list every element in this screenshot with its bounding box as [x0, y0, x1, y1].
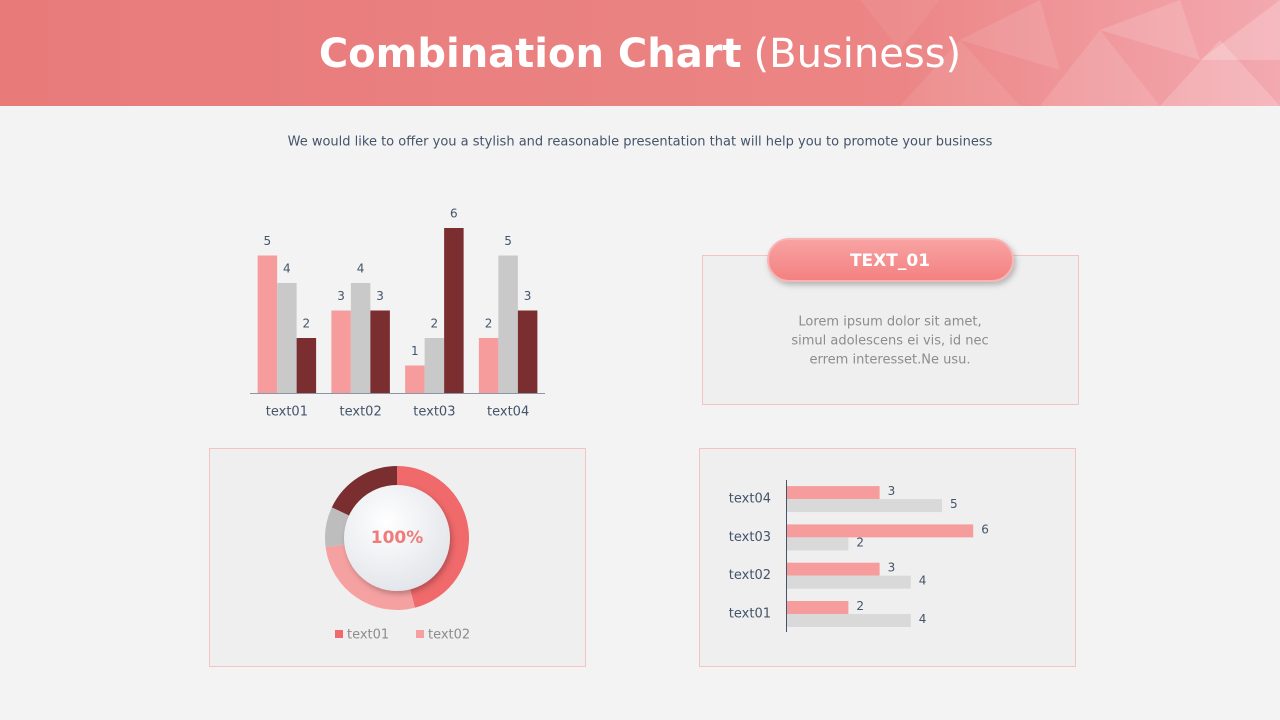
text-box-line: errem interesset.Ne usu.: [810, 353, 971, 368]
bar: [786, 524, 974, 538]
data-label: 3: [337, 289, 345, 303]
data-label: 2: [431, 317, 439, 331]
x-tick-label: text04: [487, 405, 529, 420]
donut-segment: [325, 544, 415, 610]
barh-panel: [699, 448, 1076, 667]
bar: [277, 283, 297, 393]
bar: [786, 575, 911, 589]
y-tick-label: text03: [729, 530, 771, 545]
donut-hub: [344, 485, 450, 591]
bar: [786, 562, 880, 576]
text-box-pill: [767, 238, 1014, 282]
bar: [786, 601, 849, 614]
bar: [424, 338, 445, 393]
data-label: 4: [283, 262, 291, 276]
legend-label: text01: [347, 628, 389, 643]
title-suffix: (Business): [754, 31, 962, 77]
x-tick-label: text02: [340, 405, 382, 420]
y-tick-label: text01: [729, 607, 771, 622]
bar: [786, 499, 942, 513]
bar: [405, 365, 425, 393]
bar: [786, 486, 880, 500]
title: Combination Chart (Business): [319, 31, 961, 77]
data-label: 6: [981, 522, 989, 536]
data-label: 3: [888, 561, 896, 575]
legend-label: text02: [428, 628, 470, 643]
data-label: 3: [888, 484, 896, 498]
data-label: 6: [450, 207, 458, 221]
data-label: 1: [411, 344, 419, 358]
text-box-heading: TEXT_01: [850, 251, 930, 271]
data-label: 3: [524, 289, 532, 303]
data-label: 2: [856, 599, 864, 613]
legend-swatch: [335, 630, 343, 638]
bar: [478, 338, 499, 393]
text-box-line: simul adolescens ei vis, id nec: [791, 334, 988, 349]
data-label: 4: [919, 612, 927, 626]
bar: [498, 255, 518, 393]
bar: [296, 338, 317, 393]
subtitle: We would like to offer you a stylish and…: [288, 135, 993, 150]
data-label: 4: [357, 262, 365, 276]
title-main: Combination Chart: [319, 31, 742, 77]
bar: [331, 310, 351, 393]
bar: [786, 614, 911, 627]
header-pattern: [860, 0, 1280, 106]
bar: [517, 310, 538, 393]
header-band: [0, 0, 1280, 106]
bar: [350, 283, 371, 393]
data-label: 5: [264, 234, 272, 248]
y-tick-label: text02: [729, 568, 771, 583]
data-label: 2: [856, 535, 864, 549]
bar: [257, 255, 278, 393]
data-label: 5: [950, 497, 958, 511]
legend-swatch: [416, 630, 424, 638]
x-tick-label: text03: [413, 405, 455, 420]
data-label: 4: [919, 574, 927, 588]
data-label: 3: [376, 289, 384, 303]
y-tick-label: text04: [729, 492, 771, 507]
data-label: 2: [485, 317, 493, 331]
donut-segment: [331, 466, 397, 518]
center-label: 100%: [371, 528, 424, 548]
x-tick-label: text01: [266, 405, 308, 420]
donut-segment: [397, 466, 469, 608]
data-label: 5: [504, 234, 512, 248]
text-box-line: Lorem ipsum dolor sit amet,: [798, 315, 981, 330]
bar: [786, 537, 849, 551]
data-label: 2: [303, 317, 311, 331]
bar: [370, 310, 390, 393]
bar: [444, 228, 464, 393]
